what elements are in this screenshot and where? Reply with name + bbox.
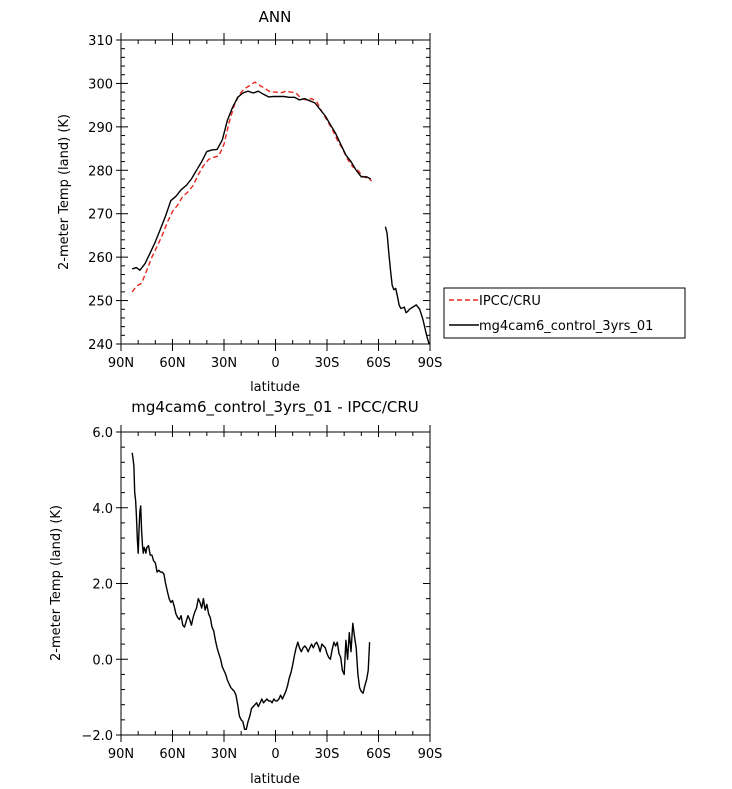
chart-2-series <box>131 452 371 730</box>
x-tick-label: 90S <box>418 356 443 371</box>
chart-2-ticks <box>116 425 431 742</box>
chart-2-x-tick-labels: 90N 60N 30N 0 30S 60S 90S <box>108 747 443 762</box>
y-tick-label: 6.0 <box>92 426 113 441</box>
x-tick-label: 30S <box>315 747 340 762</box>
chart-1-title: ANN <box>259 8 292 26</box>
y-tick-label: 260 <box>88 251 113 266</box>
y-tick-label: 300 <box>88 77 113 92</box>
chart-1-legend: IPCC/CRU mg4cam6_control_3yrs_01 <box>443 287 686 339</box>
y-tick-label: 290 <box>88 121 113 136</box>
y-tick-label: 270 <box>88 208 113 223</box>
x-tick-label: 30N <box>211 356 237 371</box>
series-line-ipcc-cru-seg0 <box>131 81 373 293</box>
y-tick-label: −2.0 <box>81 729 113 744</box>
chart-2-x-axis-label: latitude <box>250 772 300 787</box>
x-tick-label: 0 <box>271 747 279 762</box>
x-tick-label: 60N <box>159 747 185 762</box>
x-tick-label: 60S <box>366 356 391 371</box>
chart-1-series <box>131 81 430 345</box>
y-tick-label: 310 <box>88 34 113 49</box>
legend-label-mg4cam6: mg4cam6_control_3yrs_01 <box>479 319 653 334</box>
series-line-difference-seg0 <box>131 452 371 730</box>
y-tick-label: 2.0 <box>92 578 113 593</box>
chart-1-x-tick-labels: 90N 60N 30N 0 30S 60S 90S <box>108 356 443 371</box>
y-tick-label: 4.0 <box>92 502 113 517</box>
chart-1-plot-frame <box>120 39 431 345</box>
y-tick-label: 280 <box>88 164 113 179</box>
chart-panel-2: mg4cam6_control_3yrs_01 - IPCC/CRU 90N 60… <box>49 398 442 787</box>
x-tick-label: 90S <box>418 747 443 762</box>
x-tick-label: 60N <box>159 356 185 371</box>
chart-2-plot-frame <box>120 431 431 736</box>
chart-1-ticks <box>116 33 431 351</box>
series-line-mg4cam6-control-3yrs-01-seg1 <box>384 226 430 345</box>
x-tick-label: 0 <box>271 356 279 371</box>
x-tick-label: 60S <box>366 747 391 762</box>
x-tick-label: 90N <box>108 747 134 762</box>
y-tick-label: 0.0 <box>92 653 113 668</box>
series-line-mg4cam6-control-3yrs-01-seg0 <box>131 90 372 271</box>
chart-1-x-axis-label: latitude <box>250 380 300 395</box>
x-tick-label: 30S <box>315 356 340 371</box>
x-tick-label: 30N <box>211 747 237 762</box>
legend-label-ipcc-cru: IPCC/CRU <box>479 294 541 309</box>
chart-2-y-tick-labels: −2.0 0.0 2.0 4.0 6.0 <box>81 426 113 744</box>
y-tick-label: 240 <box>88 338 113 353</box>
chart-2-y-axis-label: 2-meter Temp (land) (K) <box>49 505 64 661</box>
legend-frame <box>443 287 686 339</box>
chart-1-y-tick-labels: 240 250 260 270 280 290 300 310 <box>88 34 113 353</box>
chart-2-title: mg4cam6_control_3yrs_01 - IPCC/CRU <box>131 398 419 417</box>
y-tick-label: 250 <box>88 295 113 310</box>
chart-panel-1: ANN 90N 60N 30N 0 30S 60S 90S 2402502602702802… <box>57 8 686 395</box>
x-tick-label: 90N <box>108 356 134 371</box>
chart-1-y-axis-label: 2-meter Temp (land) (K) <box>57 114 72 270</box>
